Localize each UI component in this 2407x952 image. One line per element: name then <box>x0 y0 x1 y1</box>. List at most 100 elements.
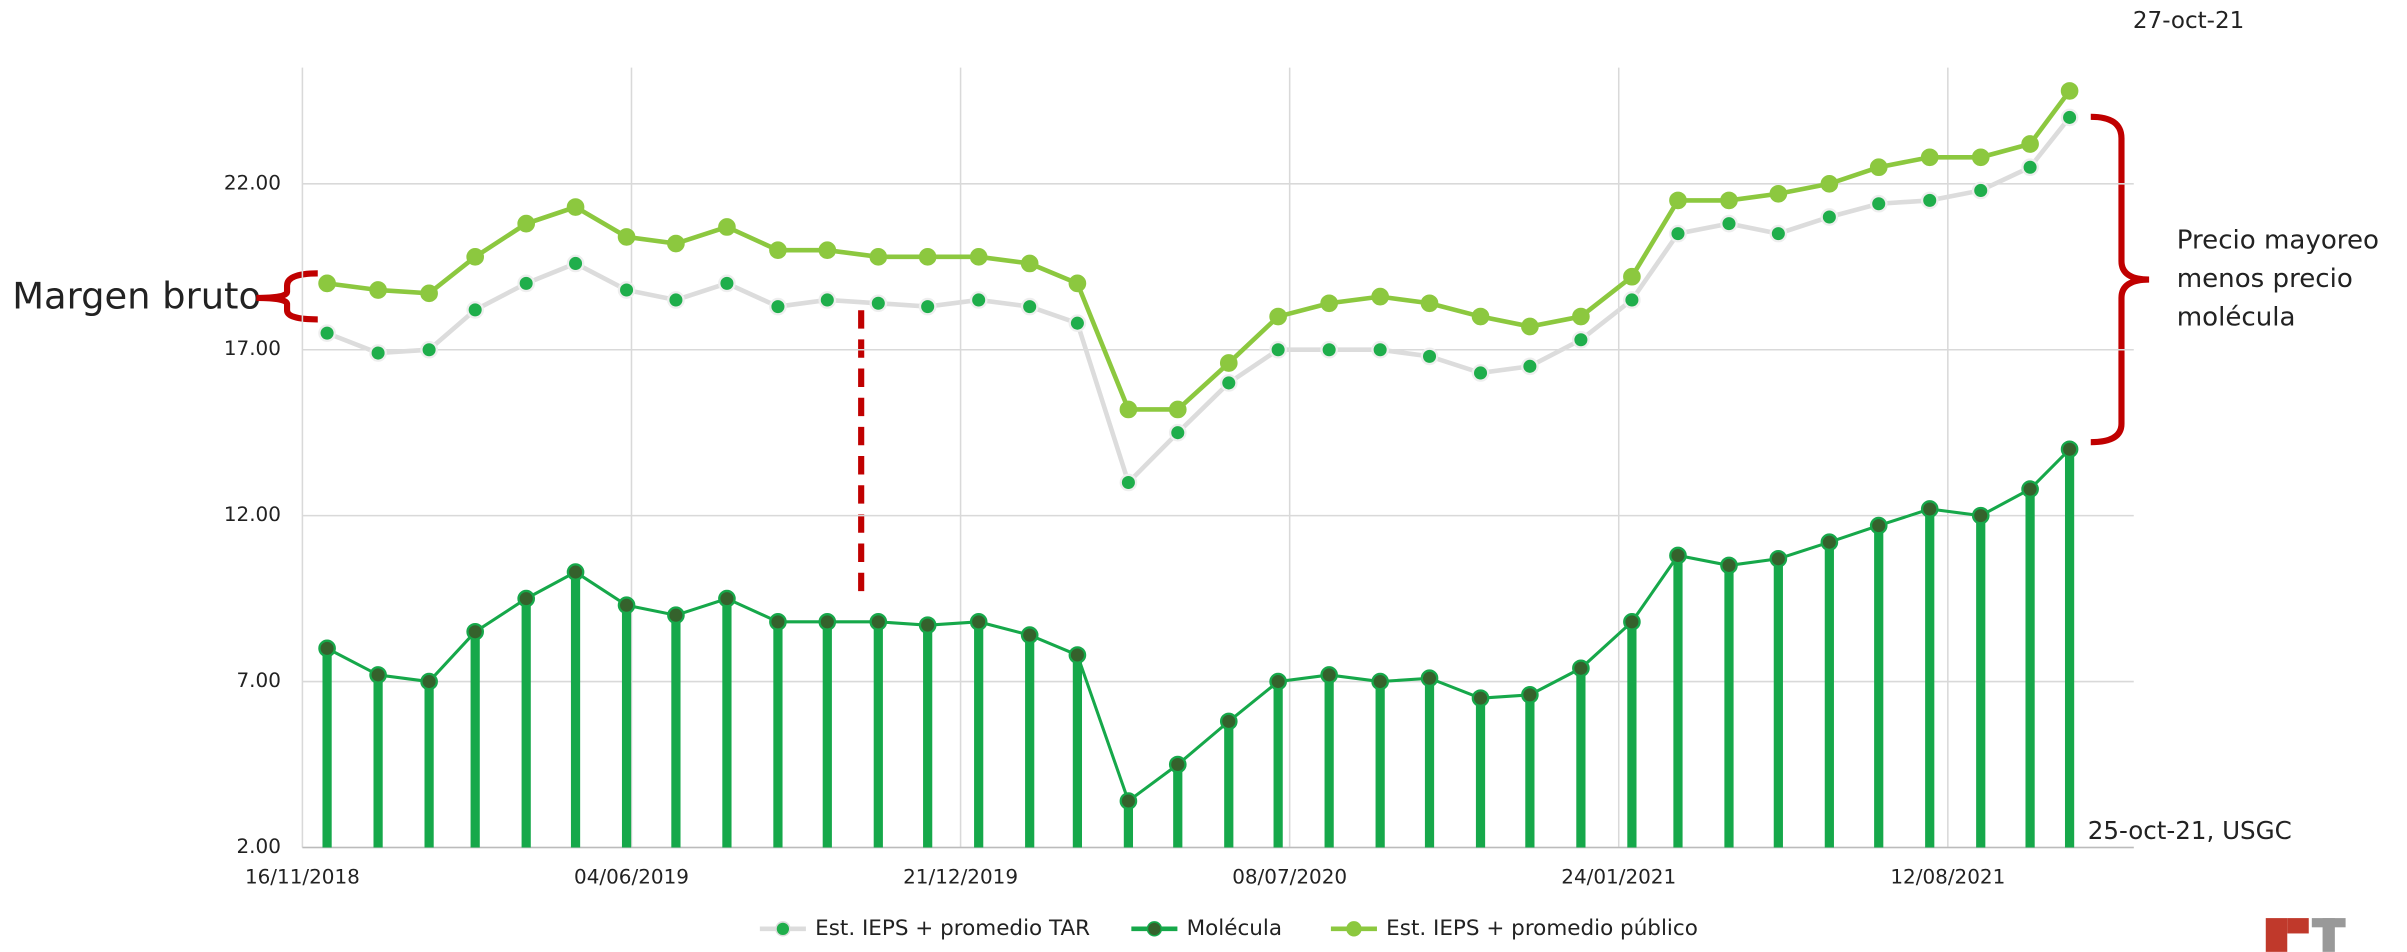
point <box>369 281 387 299</box>
legend-item: Est. IEPS + promedio TAR <box>759 916 1090 941</box>
bracket-label: Precio mayoreo <box>2177 226 2379 256</box>
point <box>1471 364 1490 382</box>
margin-label: Margen bruto <box>12 274 261 317</box>
point <box>1269 672 1287 691</box>
point <box>1471 689 1490 707</box>
point <box>1669 191 1687 210</box>
point <box>1869 158 1888 177</box>
point <box>1420 669 1439 688</box>
point <box>466 301 485 319</box>
point <box>1920 191 1939 210</box>
source-note: 25-oct-21, USGC <box>2088 816 2292 845</box>
point <box>1971 148 1990 167</box>
point <box>1068 274 1087 293</box>
legend-label: Est. IEPS + promedio público <box>1386 916 1698 941</box>
logo <box>2265 918 2346 952</box>
point <box>420 340 438 359</box>
legend-swatch-dot <box>775 921 791 937</box>
point <box>1572 330 1590 349</box>
point <box>1219 354 1238 372</box>
x-tick-label: 04/06/2019 <box>574 865 689 889</box>
point <box>1820 208 1839 226</box>
point <box>1168 400 1187 419</box>
point <box>1119 473 1138 492</box>
point <box>1720 191 1738 210</box>
series-line <box>326 89 2072 412</box>
point <box>1623 613 1641 631</box>
point <box>869 247 888 266</box>
point <box>2021 158 2039 177</box>
point <box>1119 792 1138 810</box>
point <box>566 198 585 216</box>
point <box>1820 174 1839 193</box>
point <box>1669 546 1687 565</box>
date-top: 27-oct-21 <box>2133 8 2244 34</box>
point <box>1869 194 1888 213</box>
point <box>1219 374 1238 392</box>
point <box>918 297 937 316</box>
y-tick-label: 7.00 <box>237 668 281 692</box>
x-tick-label: 08/07/2020 <box>1232 865 1347 889</box>
point <box>1572 307 1590 326</box>
legend-swatch-dot <box>1146 921 1163 937</box>
point <box>1971 181 1990 200</box>
y-tick-label: 22.00 <box>224 170 281 194</box>
point <box>420 284 438 303</box>
point <box>667 234 685 253</box>
point <box>466 247 485 266</box>
point <box>769 241 787 260</box>
point <box>1068 314 1087 333</box>
point <box>517 274 536 293</box>
point <box>1572 659 1590 678</box>
legend-label: Molécula <box>1187 916 1282 941</box>
point <box>1119 400 1138 419</box>
point <box>318 324 336 342</box>
point <box>818 241 837 260</box>
point <box>1971 506 1990 525</box>
point <box>1720 556 1738 575</box>
point <box>1219 712 1238 731</box>
point <box>667 606 685 625</box>
point <box>1320 666 1338 684</box>
point <box>2060 440 2079 459</box>
point <box>1920 500 1939 518</box>
legend-swatch-dot <box>1346 921 1362 937</box>
point <box>1020 297 1039 316</box>
point <box>1820 533 1839 552</box>
point <box>1521 317 1539 336</box>
point <box>969 613 988 631</box>
y-tick-label: 17.00 <box>224 336 281 360</box>
point <box>1420 347 1439 366</box>
point <box>1269 340 1287 359</box>
point <box>369 666 387 684</box>
point <box>1769 549 1788 568</box>
point <box>869 613 888 631</box>
bracket-left <box>256 270 318 323</box>
point <box>1521 357 1539 376</box>
point <box>566 563 585 581</box>
point <box>1920 148 1939 167</box>
x-tick-label: 24/01/2021 <box>1561 865 1676 889</box>
point <box>1623 267 1641 286</box>
bracket-label: molécula <box>2177 302 2296 332</box>
point <box>2060 82 2079 100</box>
point <box>718 274 736 293</box>
bracket-label: menos precio <box>2177 264 2353 294</box>
point <box>2021 480 2039 498</box>
bracket-right <box>2090 113 2150 446</box>
point <box>1769 184 1788 203</box>
point <box>769 297 787 316</box>
point <box>318 639 336 658</box>
point <box>369 344 387 362</box>
point <box>1371 340 1389 359</box>
x-tick-label: 21/12/2019 <box>903 865 1018 889</box>
y-tick-label: 12.00 <box>224 502 281 526</box>
legend-item: Molécula <box>1131 916 1282 941</box>
point <box>1168 423 1187 442</box>
x-tick-label: 12/08/2021 <box>1890 865 2005 889</box>
point <box>969 247 988 266</box>
point <box>1168 755 1187 774</box>
point <box>918 247 937 266</box>
point <box>1371 672 1389 691</box>
